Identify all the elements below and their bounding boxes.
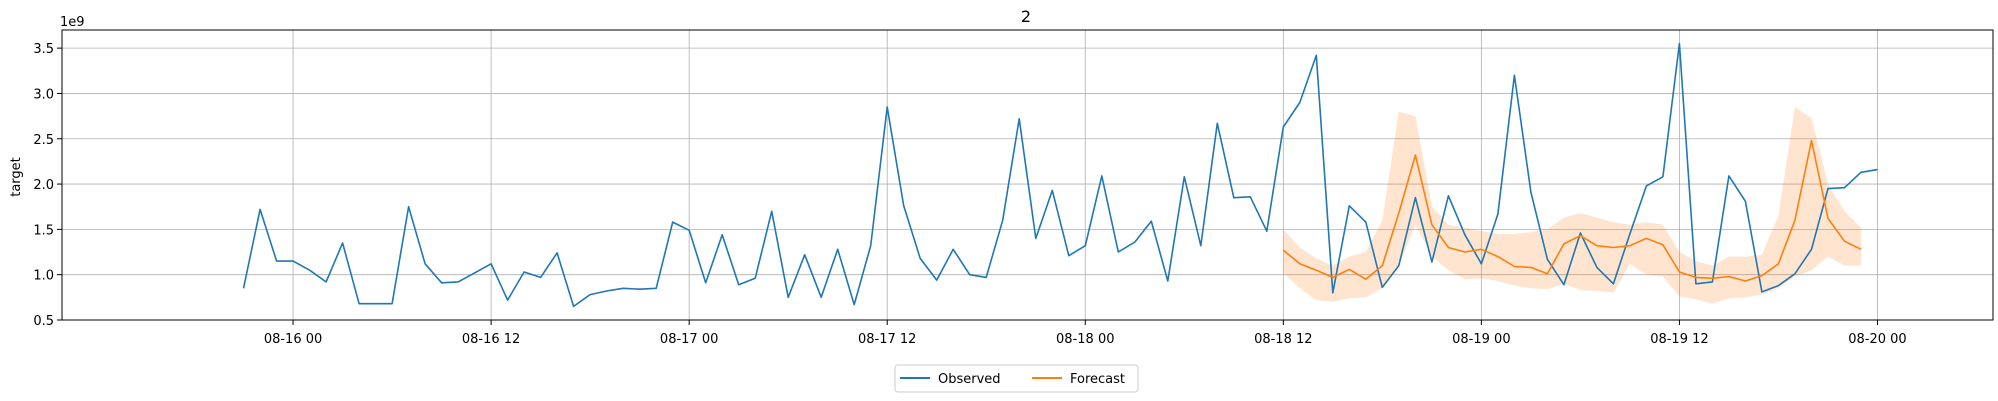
y-tick-label: 2.5: [33, 133, 54, 148]
series-line-observed: [242, 42, 1878, 308]
axes: 0.5 1.0 1.5 2.0 2.5 3.0 3.5 08-16 00 08-16 12 08-…: [33, 29, 1994, 347]
forecast-interval-band: [1283, 107, 1861, 304]
y-tick-label: 2.0: [33, 178, 54, 193]
x-tick-label: 08-19 12: [1650, 332, 1708, 347]
y-tick-label: 0.5: [33, 314, 54, 329]
series-lines: [242, 42, 1878, 308]
grid: [62, 30, 1993, 321]
y-offset-label: 1e9: [60, 15, 85, 30]
x-tick-label: 08-18 00: [1056, 332, 1114, 347]
series-line-forecast: [1282, 139, 1862, 282]
legend: Observed Forecast: [894, 364, 1139, 393]
x-tick-label: 08-19 00: [1452, 332, 1510, 347]
legend-box: [894, 364, 1139, 393]
x-tick-label: 08-18 12: [1254, 332, 1312, 347]
y-tick-label: 1.5: [33, 223, 54, 238]
y-tick-label: 3.0: [33, 87, 54, 102]
legend-label-forecast: Forecast: [1070, 372, 1125, 387]
forecast-band-layer: [1283, 107, 1861, 304]
y-tick-label: 1.0: [33, 269, 54, 284]
chart-title: 2: [1021, 7, 1031, 26]
x-tick-label: 08-20 00: [1848, 332, 1906, 347]
x-tick-label: 08-16 00: [264, 332, 322, 347]
legend-label-observed: Observed: [938, 372, 1001, 387]
y-axis-label: target: [9, 157, 24, 197]
x-tick-label: 08-16 12: [462, 332, 520, 347]
y-tick-label: 3.5: [33, 42, 54, 57]
x-tick-label: 08-17 12: [858, 332, 916, 347]
x-tick-label: 08-17 00: [660, 332, 718, 347]
plot-frame: [61, 29, 1994, 321]
